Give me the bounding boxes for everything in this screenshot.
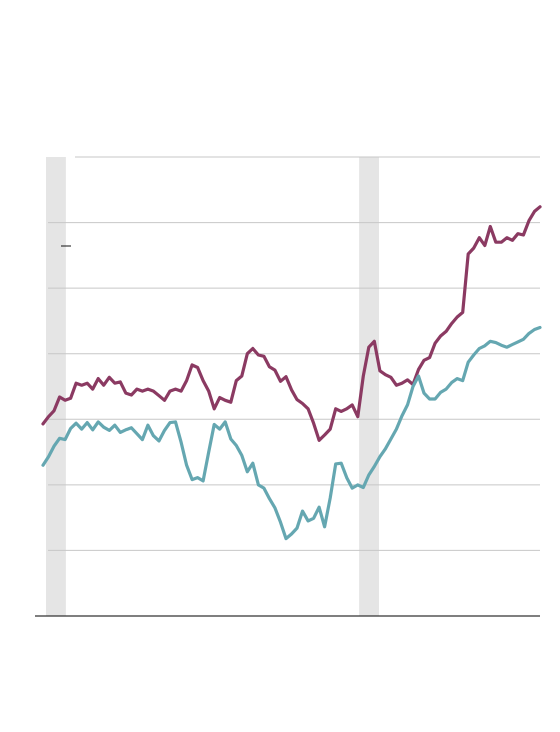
gridlines [48,156,540,551]
shaded-band-1 [46,157,66,616]
shaded-band-2 [359,157,379,616]
series-line-1 [41,205,542,442]
series-line-2 [41,325,542,541]
series-lines [41,205,542,541]
shaded-bands [46,157,379,616]
